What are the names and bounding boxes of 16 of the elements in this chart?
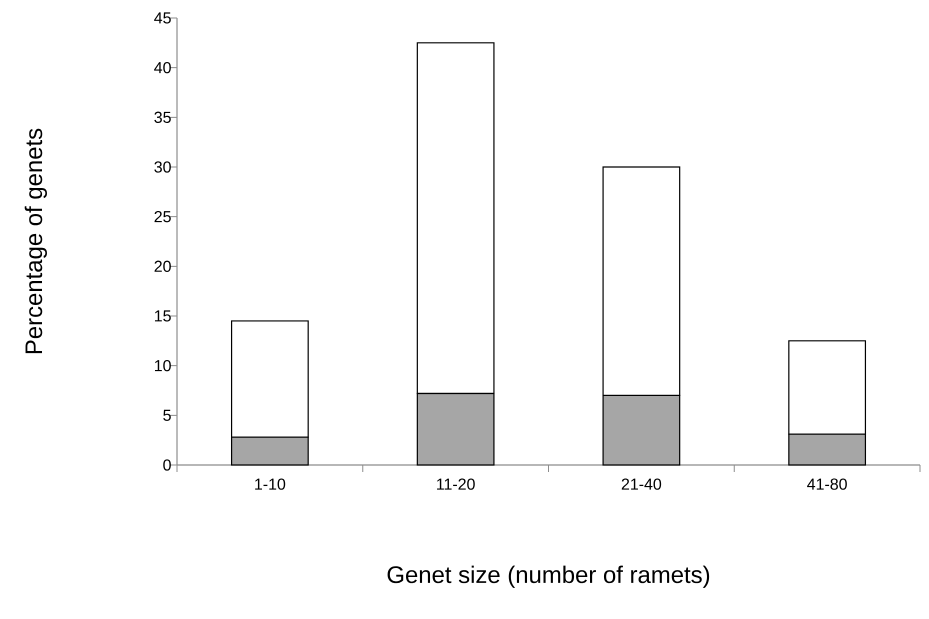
y-tick-label: 35	[154, 112, 171, 123]
y-tick-label: 20	[154, 260, 171, 272]
x-tick-label: 21-40	[622, 478, 662, 490]
y-tick-label: 45	[154, 12, 171, 24]
x-tick-label: 1-10	[255, 478, 286, 490]
x-tick-label: 41-80	[807, 478, 847, 490]
y-tick-label: 25	[154, 211, 171, 222]
y-tick-label: 30	[154, 161, 171, 173]
y-axis-title: Percentage of genets	[24, 128, 47, 354]
x-tick-label: 11-20	[437, 478, 475, 490]
y-tick-label: 10	[154, 360, 171, 372]
y-tick-label: 0	[163, 459, 171, 471]
x-axis-title: Genet size (number of ramets)	[388, 566, 710, 588]
y-tick-label: 15	[154, 310, 171, 322]
y-tick-label: 40	[154, 62, 171, 74]
y-tick-label: 5	[163, 410, 171, 421]
